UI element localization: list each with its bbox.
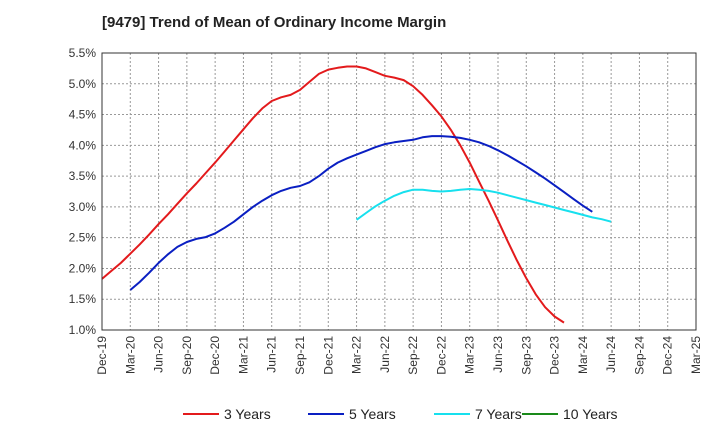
x-tick-label: Sep-21: [293, 336, 307, 375]
x-tick-label: Sep-23: [519, 336, 533, 375]
x-tick-label: Mar-22: [350, 336, 364, 374]
x-tick-label: Dec-23: [548, 336, 562, 375]
grid-lines: [102, 52, 696, 331]
y-axis-ticks: 1.0% 1.5% 2.0% 2.5% 3.0% 3.5% 4.0% 4.5% 5.0% 5.5%: [69, 46, 97, 337]
legend-label-5-years: 5 Years: [349, 406, 396, 422]
x-tick-label: Jun-20: [152, 336, 166, 373]
x-tick-label: Mar-24: [576, 336, 590, 374]
series-line-3-years: [101, 65, 565, 324]
y-tick-label: 5.5%: [69, 46, 97, 60]
y-tick-label: 4.0%: [69, 138, 97, 152]
y-tick-label: 2.5%: [69, 231, 97, 245]
x-axis-ticks: Dec-19 Mar-20 Jun-20 Sep-20 Dec-20 Mar-21 Jun-…: [95, 336, 703, 375]
y-tick-label: 1.0%: [69, 323, 97, 337]
x-tick-label: Jun-24: [604, 336, 618, 373]
y-tick-label: 2.0%: [69, 261, 97, 275]
series-line-7-years: [356, 188, 612, 223]
x-tick-label: Jun-21: [265, 336, 279, 373]
legend-label-10-years: 10 Years: [563, 406, 618, 422]
x-tick-label: Mar-23: [463, 336, 477, 374]
x-tick-label: Sep-20: [180, 336, 194, 375]
x-tick-label: Dec-19: [95, 336, 109, 375]
x-tick-label: Sep-24: [632, 336, 646, 375]
chart-title: [9479] Trend of Mean of Ordinary Income …: [102, 14, 447, 31]
x-tick-label: Dec-24: [661, 336, 675, 375]
x-tick-label: Jun-23: [491, 336, 505, 373]
x-tick-label: Dec-22: [434, 336, 448, 375]
series-line-5-years: [129, 135, 593, 291]
series-lines: [101, 65, 612, 324]
y-tick-label: 3.0%: [69, 200, 97, 214]
x-tick-label: Mar-21: [236, 336, 250, 374]
x-tick-label: Mar-20: [123, 336, 137, 374]
y-tick-label: 4.5%: [69, 108, 97, 122]
x-tick-label: Dec-20: [208, 336, 222, 375]
y-tick-label: 1.5%: [69, 292, 97, 306]
x-tick-label: Dec-21: [321, 336, 335, 375]
y-tick-label: 3.5%: [69, 169, 97, 183]
legend: 3 Years 5 Years 7 Years 10 Years: [183, 406, 618, 422]
x-tick-label: Jun-22: [378, 336, 392, 373]
y-tick-label: 5.0%: [69, 77, 97, 91]
x-tick-label: Sep-22: [406, 336, 420, 375]
x-tick-label: Mar-25: [689, 336, 703, 374]
legend-label-3-years: 3 Years: [224, 406, 271, 422]
legend-label-7-years: 7 Years: [475, 406, 522, 422]
plot-frame: [101, 52, 697, 331]
